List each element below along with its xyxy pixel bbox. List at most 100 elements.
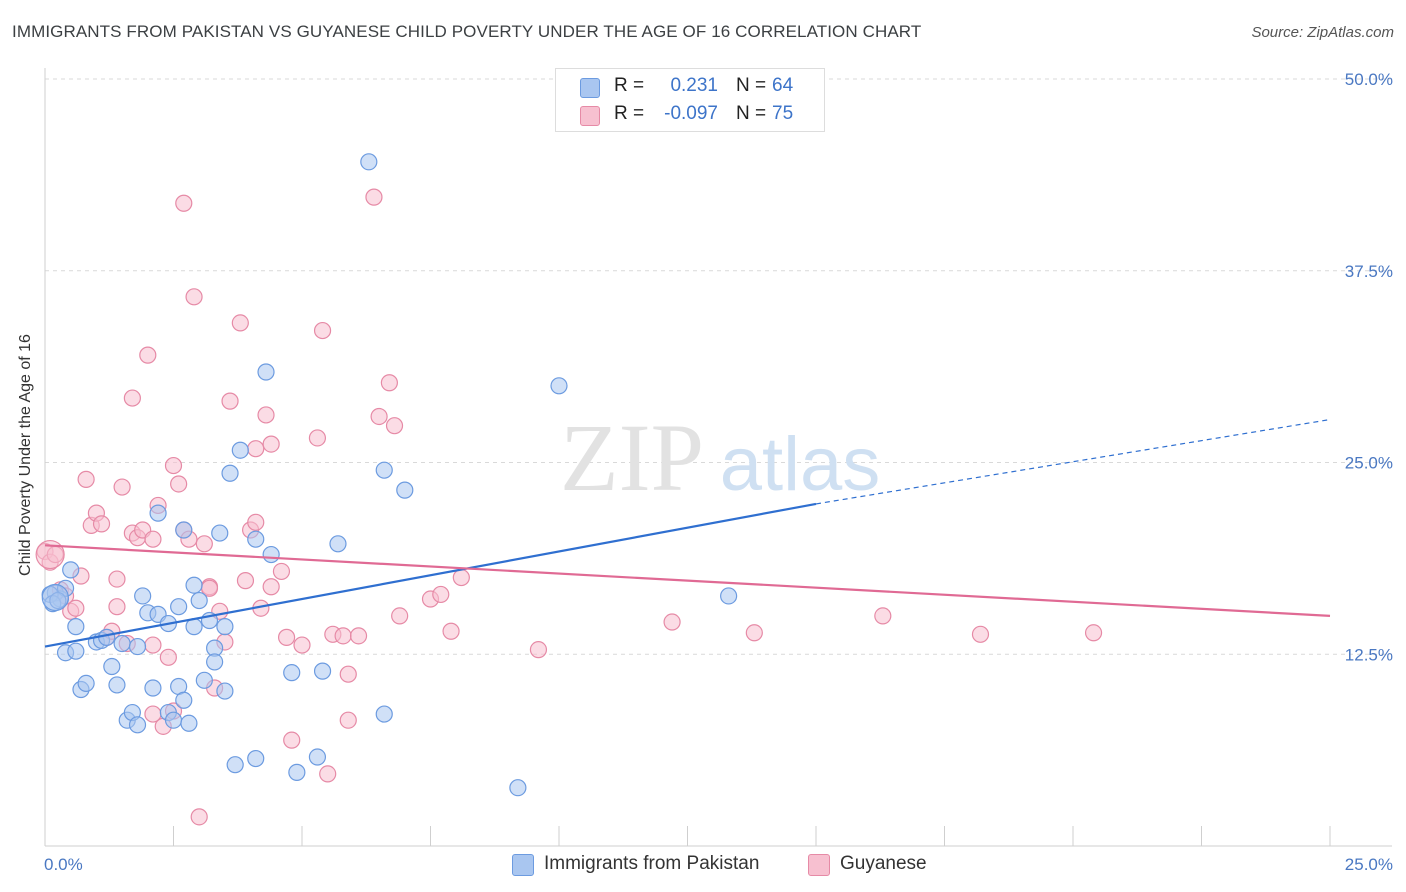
- series-guyanese: [35, 188, 1103, 826]
- data-point: [313, 662, 332, 680]
- data-point: [313, 321, 332, 340]
- data-point: [391, 607, 409, 625]
- y-tick-label: 50.0%: [1345, 70, 1393, 89]
- legend-row-pakistan: R = 0.231 N = 64: [556, 73, 824, 101]
- data-point: [1084, 624, 1103, 642]
- data-point: [108, 676, 126, 694]
- legend-n-label: N =: [736, 103, 767, 124]
- watermark-atlas: atlas: [720, 422, 881, 507]
- data-point: [77, 470, 95, 488]
- data-point: [257, 363, 275, 381]
- data-point: [308, 748, 327, 766]
- legend-n-label: N =: [736, 75, 767, 96]
- data-point: [67, 642, 85, 660]
- data-point: [108, 598, 126, 616]
- data-point: [159, 648, 177, 666]
- data-point: [92, 515, 111, 533]
- data-point: [262, 545, 280, 564]
- data-point: [365, 188, 383, 206]
- data-point: [375, 705, 393, 723]
- data-point: [380, 374, 398, 392]
- legend-row-guyanese: R = -0.097 N = 75: [556, 101, 824, 129]
- legend-n-value: 64: [772, 75, 794, 96]
- bottom-legend-label-guyanese: Guyanese: [840, 853, 927, 874]
- data-point: [262, 435, 280, 453]
- legend: R = 0.231 N = 64 R = -0.097 N = 75: [555, 68, 825, 132]
- bottom-legend-swatch-pakistan: [512, 854, 534, 876]
- data-point: [247, 513, 265, 531]
- data-point: [370, 407, 388, 426]
- data-point: [144, 636, 162, 654]
- x-tick-label: 0.0%: [44, 855, 83, 874]
- legend-swatch-pakistan: [580, 78, 600, 98]
- y-tick-label: 25.0%: [1345, 454, 1393, 473]
- y-tick-label: 12.5%: [1345, 645, 1393, 664]
- x-tick-label: 25.0%: [1345, 855, 1393, 874]
- chart-title: IMMIGRANTS FROM PAKISTAN VS GUYANESE CHI…: [12, 22, 922, 41]
- data-point: [745, 624, 763, 642]
- legend-r-label: R =: [614, 103, 645, 124]
- data-point: [319, 765, 337, 783]
- data-point: [396, 481, 414, 499]
- data-point: [216, 682, 234, 700]
- data-point: [144, 530, 162, 548]
- watermark: ZIP atlas: [560, 404, 880, 511]
- data-point: [509, 779, 527, 797]
- data-point: [221, 392, 239, 410]
- data-point: [432, 585, 450, 604]
- data-point: [108, 570, 126, 588]
- data-point: [272, 562, 291, 581]
- data-point: [334, 627, 352, 645]
- data-point: [175, 521, 193, 539]
- data-point: [349, 627, 368, 645]
- data-point: [339, 665, 357, 683]
- source-note: Source: ZipAtlas.com: [1251, 24, 1394, 41]
- data-point: [113, 634, 131, 653]
- data-point-cluster: [35, 539, 65, 570]
- data-point: [190, 808, 208, 826]
- data-point: [221, 464, 239, 482]
- legend-r-label: R =: [614, 75, 645, 96]
- data-point: [663, 613, 681, 631]
- legend-n-value: 75: [772, 103, 794, 124]
- data-point: [190, 591, 208, 610]
- data-point: [164, 711, 183, 729]
- data-point: [195, 535, 213, 553]
- data-point: [874, 607, 892, 625]
- data-point: [247, 530, 265, 548]
- data-point: [329, 535, 347, 553]
- data-point: [67, 618, 85, 636]
- data-point: [360, 153, 378, 171]
- data-point: [128, 716, 147, 734]
- data-point: [529, 641, 548, 659]
- data-point: [206, 653, 224, 671]
- data-point: [77, 674, 95, 692]
- y-tick-label: 37.5%: [1345, 262, 1393, 281]
- data-point: [216, 618, 234, 636]
- data-point: [175, 194, 193, 212]
- data-point: [195, 671, 213, 689]
- data-point: [720, 587, 738, 605]
- data-point: [62, 561, 80, 579]
- data-point: [164, 456, 183, 475]
- grid-lines: [45, 78, 1392, 655]
- data-point: [123, 389, 141, 407]
- trend-line-pakistan-projection: [815, 418, 1331, 505]
- data-point-cluster: [41, 583, 69, 612]
- data-point: [185, 576, 203, 594]
- data-point: [452, 568, 470, 587]
- data-point: [98, 628, 116, 646]
- data-point: [113, 478, 131, 496]
- bottom-legend-swatch-guyanese: [808, 854, 830, 876]
- data-point: [277, 628, 296, 646]
- data-point: [283, 664, 301, 682]
- data-point: [257, 406, 275, 424]
- data-point: [375, 461, 393, 479]
- data-point: [128, 637, 147, 656]
- legend-r-value: -0.097: [664, 103, 718, 124]
- data-point: [442, 622, 460, 640]
- data-point: [262, 578, 280, 596]
- data-point: [175, 691, 193, 709]
- data-point: [231, 441, 249, 459]
